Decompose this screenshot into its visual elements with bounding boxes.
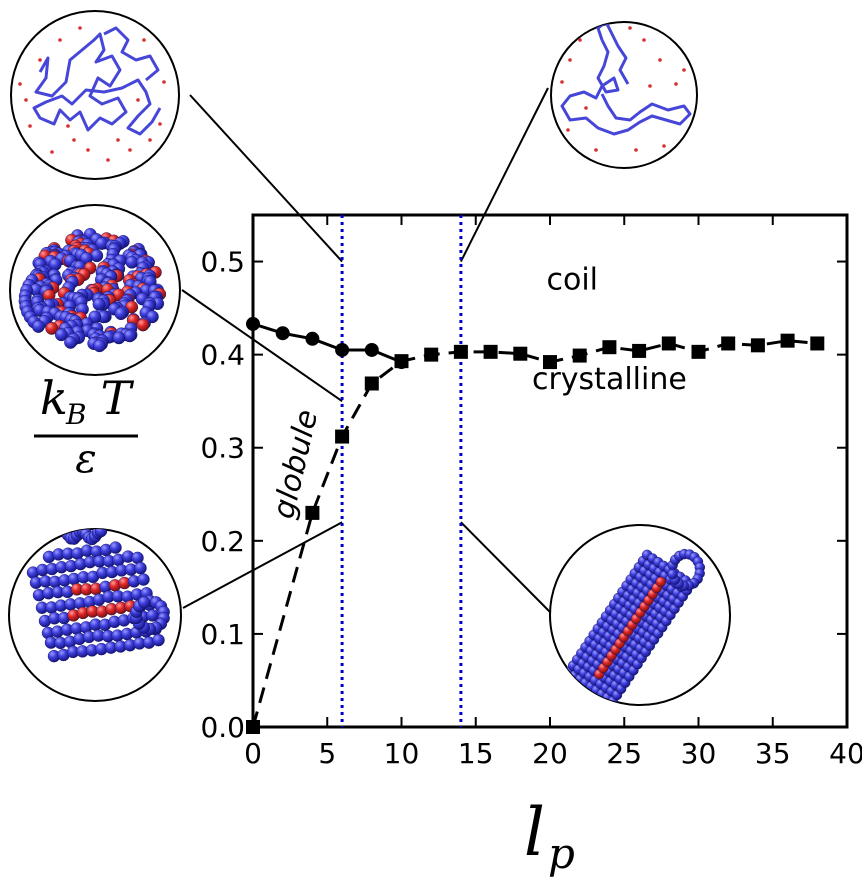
series-1-point — [602, 340, 617, 355]
series-0-point — [275, 326, 290, 341]
y-axis-label-epsilon: ε — [75, 436, 96, 482]
series-1-point — [305, 505, 320, 520]
series-1-point — [632, 343, 647, 358]
x-tick-label: 0 — [244, 737, 262, 770]
series-1-point — [424, 347, 439, 362]
x-tick-label: 25 — [606, 737, 642, 770]
series-1-point — [661, 336, 676, 351]
series-1-point — [364, 376, 379, 391]
series-1-point — [513, 346, 528, 361]
series-markers — [246, 316, 825, 734]
connector-line-0 — [189, 94, 343, 263]
connector-line-2 — [181, 289, 343, 403]
x-axis-label-main: l — [524, 794, 545, 871]
series-0-point — [364, 342, 379, 357]
series-1-point — [483, 344, 498, 359]
series-1-point — [394, 354, 409, 369]
y-tick-label: 0.1 — [200, 618, 245, 651]
x-axis-label-subscript: p — [548, 829, 575, 878]
globule-inset — [9, 204, 181, 376]
x-tick-label: 40 — [829, 737, 862, 770]
x-tick-label: 30 — [681, 737, 717, 770]
y-tick-label: 0.5 — [200, 246, 245, 279]
series-1-point — [543, 355, 557, 370]
x-tick-label: 20 — [532, 737, 568, 770]
y-tick-label: 0.2 — [200, 525, 245, 558]
connector-line-1 — [460, 87, 549, 262]
connector-line-3 — [182, 521, 343, 609]
series-0-line — [252, 322, 403, 364]
x-axis-label: l p — [524, 794, 575, 878]
y-axis-label: k B T ε — [34, 371, 138, 482]
series-1-point — [721, 336, 736, 351]
y-axis-label-subscript: B — [65, 398, 87, 431]
series-0-point — [335, 342, 350, 357]
series-1-point — [810, 336, 825, 351]
crystal-inset-left — [8, 528, 182, 702]
crystal-inset-right — [549, 524, 731, 706]
y-tick-label: 0.3 — [200, 432, 245, 465]
series-1-point — [335, 429, 350, 444]
series-0-point — [305, 331, 320, 346]
region-label-crystalline: crystalline — [532, 362, 687, 397]
y-tick-label: 0.0 — [200, 711, 245, 744]
reference-vertical-lines — [340, 215, 463, 727]
region-label-coil: coil — [547, 262, 599, 297]
series-0-point — [246, 316, 260, 331]
y-axis-label-t: T — [86, 371, 135, 425]
series-1-point — [780, 333, 795, 348]
x-tick-label: 15 — [458, 737, 494, 770]
series-1-point — [691, 344, 706, 359]
x-tick-label: 10 — [384, 737, 420, 770]
connector-line-4 — [460, 521, 551, 613]
axis-ticks — [252, 215, 848, 728]
axis-tick-labels: 0 5 10 15 20 25 30 35 40 0.0 0.1 0.2 0.3 0.4 0.5 — [200, 246, 862, 770]
series-1-point — [453, 344, 468, 359]
y-axis-label-k: k — [40, 371, 68, 425]
series-1-point — [750, 338, 765, 353]
series-1-point — [246, 720, 260, 734]
inset-connector-lines — [181, 87, 551, 613]
x-tick-label: 5 — [318, 737, 336, 770]
y-tick-label: 0.4 — [200, 339, 245, 372]
coil-chain-inset — [10, 10, 180, 180]
series-1-point — [572, 348, 587, 363]
coil-chain-inset-right — [550, 21, 698, 169]
x-tick-label: 35 — [755, 737, 791, 770]
